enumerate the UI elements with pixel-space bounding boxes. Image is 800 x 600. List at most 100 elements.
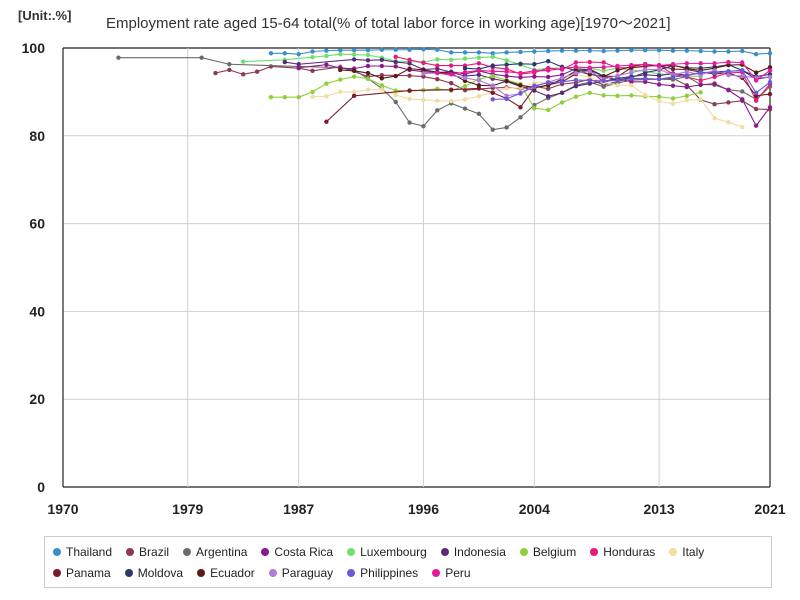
data-point xyxy=(407,61,412,66)
legend-item: Luxembourg xyxy=(347,541,427,562)
data-point xyxy=(753,93,759,99)
data-point xyxy=(740,48,745,54)
data-point xyxy=(324,48,329,53)
data-point xyxy=(573,70,579,76)
legend-marker-icon xyxy=(347,568,356,577)
y-tick-label: 0 xyxy=(37,479,45,495)
data-point xyxy=(421,123,426,129)
y-tick-label: 80 xyxy=(29,128,45,144)
data-point xyxy=(629,79,634,85)
legend-marker-icon xyxy=(261,547,270,556)
data-point xyxy=(518,91,523,96)
data-point xyxy=(448,87,454,92)
data-point xyxy=(518,105,523,110)
data-point xyxy=(601,48,606,54)
data-point xyxy=(504,93,509,99)
legend-marker-icon xyxy=(53,547,61,556)
data-point xyxy=(587,81,592,86)
series-line xyxy=(270,75,701,111)
data-point xyxy=(545,107,551,113)
data-point xyxy=(365,47,371,53)
y-tick-label: 20 xyxy=(29,391,45,407)
data-point xyxy=(656,98,662,104)
data-point xyxy=(435,66,440,71)
data-point xyxy=(643,70,648,75)
data-point xyxy=(448,57,454,63)
data-point xyxy=(573,48,579,53)
data-point xyxy=(365,52,371,58)
data-point xyxy=(393,64,398,69)
data-point xyxy=(448,72,454,77)
data-point xyxy=(324,94,329,99)
data-point xyxy=(698,61,703,66)
data-point xyxy=(518,49,523,55)
data-point xyxy=(656,67,662,72)
data-point xyxy=(726,59,731,65)
data-point xyxy=(670,83,676,88)
data-point xyxy=(296,94,301,100)
data-point xyxy=(573,94,579,99)
data-point xyxy=(767,74,773,80)
data-point xyxy=(518,75,523,80)
legend-item: Paraguay xyxy=(268,562,333,583)
data-point xyxy=(559,66,565,71)
data-point xyxy=(379,63,385,69)
data-point xyxy=(559,100,565,105)
x-tick-label: 2004 xyxy=(519,501,550,517)
data-point xyxy=(476,111,482,117)
data-point xyxy=(462,106,468,111)
legend: Thailand Brazil Argentina Costa Rica Luxembo… xyxy=(44,536,772,588)
data-point xyxy=(324,53,329,59)
data-point xyxy=(532,49,537,54)
data-point xyxy=(587,69,592,74)
unit-label: [Unit:.%] xyxy=(18,8,72,23)
data-point xyxy=(476,83,482,88)
data-point xyxy=(448,98,454,104)
series-layer xyxy=(116,47,773,132)
data-point xyxy=(448,63,454,68)
legend-item: Honduras xyxy=(590,541,655,562)
data-point xyxy=(753,106,759,112)
series-peru xyxy=(435,59,773,83)
data-point xyxy=(407,96,412,102)
data-point xyxy=(726,73,731,78)
data-point xyxy=(698,48,703,54)
data-point xyxy=(629,76,634,81)
legend-item: Philippines xyxy=(347,562,418,583)
data-point xyxy=(767,80,773,85)
data-point xyxy=(601,65,606,70)
data-point xyxy=(393,59,398,65)
data-point xyxy=(753,70,759,75)
data-point xyxy=(670,66,676,72)
data-point xyxy=(684,69,690,74)
data-point xyxy=(670,48,676,53)
data-point xyxy=(559,75,565,81)
legend-marker-icon xyxy=(268,568,277,577)
data-point xyxy=(740,68,745,73)
data-point xyxy=(712,81,717,86)
data-point xyxy=(227,62,232,67)
data-point xyxy=(587,65,592,70)
data-point xyxy=(615,83,620,88)
data-point xyxy=(615,63,620,69)
data-point xyxy=(379,87,385,92)
data-point xyxy=(629,70,634,75)
data-point xyxy=(740,89,745,94)
data-point xyxy=(435,63,440,68)
legend-item: Peru xyxy=(432,562,471,583)
data-point xyxy=(615,68,620,73)
data-point xyxy=(310,94,315,99)
series-philippines xyxy=(490,68,773,102)
data-point xyxy=(643,67,648,72)
legend-marker-icon xyxy=(590,547,599,556)
data-point xyxy=(656,63,662,68)
legend-item: Panama xyxy=(53,562,111,583)
data-point xyxy=(504,78,509,84)
data-point xyxy=(601,93,606,98)
data-point xyxy=(587,78,592,83)
data-point xyxy=(476,78,482,83)
data-point xyxy=(351,93,357,99)
data-point xyxy=(393,99,398,105)
data-point xyxy=(462,78,468,84)
data-point xyxy=(268,64,274,69)
